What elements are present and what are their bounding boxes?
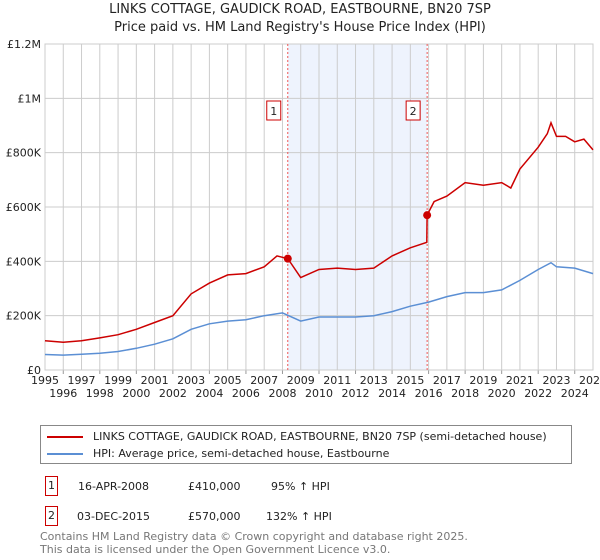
x-tick-label: 2023	[542, 374, 570, 387]
x-tick-label: 2014	[378, 387, 406, 400]
x-tick-label: 2017	[433, 374, 461, 387]
legend-property: LINKS COTTAGE, GAUDICK ROAD, EASTBOURNE,…	[93, 430, 547, 443]
chart-title: LINKS COTTAGE, GAUDICK ROAD, EASTBOURNE,…	[109, 2, 491, 17]
x-tick-label: 2025	[579, 374, 600, 387]
y-tick-label: £200K	[6, 310, 42, 323]
sale-hpi-change: 95% ↑ HPI	[271, 480, 330, 493]
legend: LINKS COTTAGE, GAUDICK ROAD, EASTBOURNE,…	[40, 425, 572, 464]
y-tick-label: £400K	[6, 255, 42, 268]
x-tick-label: 2001	[141, 374, 169, 387]
y-tick-label: £1.2M	[7, 38, 41, 51]
sale-price: £570,000	[188, 510, 241, 523]
x-tick-label: 2010	[305, 387, 333, 400]
x-tick-label: 2024	[561, 387, 589, 400]
property-price-line	[44, 120, 594, 344]
sale-date: 16-APR-2008	[78, 480, 150, 493]
hpi-line	[44, 261, 594, 356]
x-tick-label: 1995	[31, 374, 59, 387]
x-tick-label: 2002	[159, 387, 187, 400]
legend-hpi: HPI: Average price, semi-detached house,…	[93, 447, 390, 460]
x-tick-label: 2000	[122, 387, 150, 400]
x-tick-label: 2018	[451, 387, 479, 400]
y-tick-label: £600K	[6, 201, 42, 214]
x-tick-label: 2007	[250, 374, 278, 387]
x-tick-label: 1998	[86, 387, 114, 400]
sale-point	[283, 254, 292, 263]
x-tick-label: 1997	[68, 374, 96, 387]
chart-subtitle: Price paid vs. HM Land Registry's House …	[114, 20, 486, 35]
sale-label: 1	[270, 105, 277, 118]
x-tick-label: 1996	[49, 387, 77, 400]
x-tick-label: 2005	[214, 374, 242, 387]
y-tick-label: £1M	[18, 92, 42, 105]
sale-point	[423, 211, 432, 220]
y-tick-label: £0	[27, 364, 41, 377]
footer-line: This data is licensed under the Open Gov…	[40, 543, 391, 556]
x-tick-label: 1999	[104, 374, 132, 387]
property-legend-swatch	[47, 435, 83, 438]
sale-date: 03-DEC-2015	[77, 510, 151, 523]
x-tick-label: 2015	[396, 374, 424, 387]
x-tick-label: 2003	[177, 374, 205, 387]
sale-label-box	[405, 100, 421, 121]
sale-marker-badge: 2	[45, 506, 58, 526]
x-tick-label: 2020	[488, 387, 516, 400]
x-tick-label: 2022	[524, 387, 552, 400]
sale-label: 2	[410, 105, 417, 118]
x-tick-label: 2016	[415, 387, 443, 400]
plot-frame	[44, 43, 594, 371]
price-chart: 1995199619971998199920002001200220032004…	[6, 38, 600, 400]
x-tick-label: 2013	[360, 374, 388, 387]
x-tick-label: 2019	[469, 374, 497, 387]
sale-marker-badge: 1	[45, 476, 58, 496]
x-tick-label: 2009	[287, 374, 315, 387]
footer: Contains HM Land Registry data © Crown c…	[40, 530, 468, 556]
x-tick-label: 2008	[268, 387, 296, 400]
sale-hpi-change: 132% ↑ HPI	[266, 510, 332, 523]
x-tick-label: 2012	[342, 387, 370, 400]
footer-line: Contains HM Land Registry data © Crown c…	[40, 530, 468, 543]
x-tick-label: 2011	[323, 374, 351, 387]
sale-price: £410,000	[188, 480, 241, 493]
x-tick-label: 2021	[506, 374, 534, 387]
y-tick-label: £800K	[6, 147, 42, 160]
sale-label-box	[266, 100, 282, 121]
hpi-legend-swatch	[47, 452, 83, 455]
x-tick-label: 2006	[232, 387, 260, 400]
x-tick-label: 2004	[195, 387, 223, 400]
